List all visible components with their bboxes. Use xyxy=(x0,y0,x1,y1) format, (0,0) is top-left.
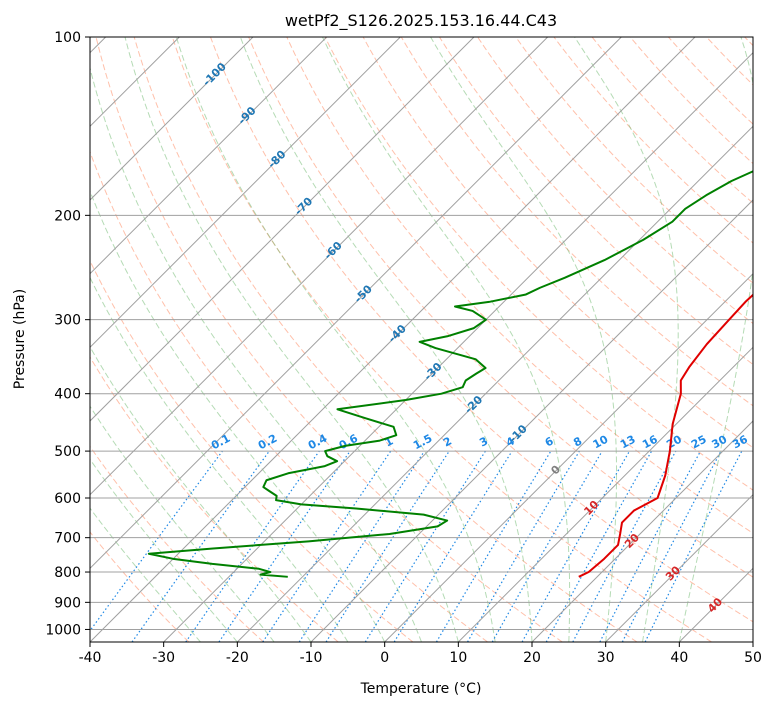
isotherm-line xyxy=(163,51,753,642)
plot-background xyxy=(90,37,753,642)
x-tick-label: -20 xyxy=(226,650,249,666)
mixing-ratio-line xyxy=(393,450,513,642)
isotherm-line xyxy=(90,37,622,570)
y-tick-label: 1000 xyxy=(45,622,81,638)
mixing-ratio-line xyxy=(131,450,270,642)
y-axis-label: Pressure (hPa) xyxy=(12,289,28,389)
dry-adiabat-line xyxy=(90,150,488,642)
mixing-ratio-line xyxy=(90,450,223,632)
dry-adiabat-line xyxy=(210,37,753,623)
y-tick-label: 300 xyxy=(54,313,81,329)
isobar-grid xyxy=(90,37,753,630)
x-tick-label: 0 xyxy=(380,650,389,666)
isotherm-line xyxy=(384,272,753,642)
y-tick-label: 800 xyxy=(54,565,81,581)
mixing-ratio-line xyxy=(262,450,392,642)
y-tick-label: 700 xyxy=(54,531,81,547)
mixing-ratio-line xyxy=(521,450,631,642)
x-tick-label: -30 xyxy=(152,650,175,666)
dewpoint-profile-line xyxy=(147,170,753,578)
mixing-ratio-line xyxy=(545,450,653,642)
x-tick-label: 20 xyxy=(523,650,541,666)
y-tick-label: 200 xyxy=(54,208,81,224)
dry-adiabat-line xyxy=(90,356,339,642)
mixing-ratio-line xyxy=(185,450,320,642)
moist-adiabats xyxy=(90,37,753,642)
chart-title: wetPf2_S126.2025.153.16.44.C43 xyxy=(285,11,557,31)
moist-adiabat-line xyxy=(239,37,533,642)
mixing-ratio-label: 13 xyxy=(618,433,638,452)
x-tick-label: -40 xyxy=(79,650,102,666)
moist-adiabat-line xyxy=(90,507,201,642)
y-axis: 1000 900 800 700 600 500 400 300 200 100 xyxy=(45,30,90,638)
dry-adiabat-line xyxy=(515,37,753,284)
moist-adiabat-line xyxy=(124,37,459,642)
mixing-ratio-line xyxy=(644,450,743,642)
isotherm-grid xyxy=(90,37,753,642)
temperature-profile-line xyxy=(578,293,753,578)
moist-adiabat-line xyxy=(678,37,753,642)
moist-adiabat-line xyxy=(574,37,679,642)
mixing-ratio-line xyxy=(298,450,425,642)
isotherm-line xyxy=(605,493,753,642)
y-tick-label: 500 xyxy=(54,444,81,460)
y-tick-label: 600 xyxy=(54,491,81,507)
x-tick-label: 40 xyxy=(670,650,688,666)
dry-adiabat-line xyxy=(90,445,264,642)
isotherm-line xyxy=(90,37,328,275)
mixing-ratio-label: 10 xyxy=(591,433,611,452)
x-axis-label: Temperature (°C) xyxy=(360,681,482,697)
x-tick-label: 30 xyxy=(597,650,615,666)
dry-adiabat-line xyxy=(400,37,753,407)
isotherm-line xyxy=(90,37,696,642)
y-tick-label: 100 xyxy=(54,30,81,46)
isotherm-line xyxy=(90,37,549,496)
isotherm-line xyxy=(457,346,753,642)
isotherm-line xyxy=(90,37,401,349)
isotherm-line xyxy=(90,37,475,422)
moist-adiabat-line xyxy=(90,189,386,642)
mixing-ratio-line xyxy=(218,450,351,642)
isotherm-line xyxy=(90,37,254,201)
profile-series xyxy=(147,170,753,578)
x-tick-label: 10 xyxy=(449,650,467,666)
isotherm-line xyxy=(752,641,753,642)
y-tick-label: 900 xyxy=(54,595,81,611)
y-tick-label: 400 xyxy=(54,387,81,403)
x-tick-label: -10 xyxy=(300,650,323,666)
dry-adiabat-line xyxy=(439,37,753,366)
moist-adiabat-line xyxy=(430,37,618,642)
moist-adiabat-line xyxy=(322,37,571,642)
moist-adiabat-line xyxy=(175,37,496,642)
mixing-ratio-label: 36 xyxy=(730,433,750,452)
moist-adiabat-line xyxy=(90,66,422,642)
mixing-ratio-label: 30 xyxy=(710,433,730,452)
x-axis: -40 -30 -20 -10 0 10 20 30 40 50 xyxy=(79,642,762,666)
moist-adiabat-line xyxy=(90,405,275,642)
dry-adiabat-line xyxy=(90,531,190,642)
isotherm-line xyxy=(236,125,753,642)
mixing-ratio-line xyxy=(325,450,450,642)
isotherm-line xyxy=(310,199,753,642)
mixing-ratio-line xyxy=(572,450,677,642)
dry-adiabat-line xyxy=(95,37,563,642)
mixing-ratio-label: 25 xyxy=(689,433,709,452)
dry-adiabat-line xyxy=(248,37,753,578)
mixing-ratio-lines xyxy=(90,450,743,642)
moist-adiabat-line xyxy=(90,276,349,642)
dry-adiabat-line xyxy=(133,37,638,642)
plot-frame xyxy=(89,36,754,643)
dry-adiabats xyxy=(90,37,753,642)
moist-adiabat-line xyxy=(90,345,312,642)
mixing-ratio-label: 16 xyxy=(640,433,660,452)
isotherm-line xyxy=(531,420,753,642)
moist-adiabat-line xyxy=(90,458,238,642)
x-tick-label: 50 xyxy=(744,650,762,666)
